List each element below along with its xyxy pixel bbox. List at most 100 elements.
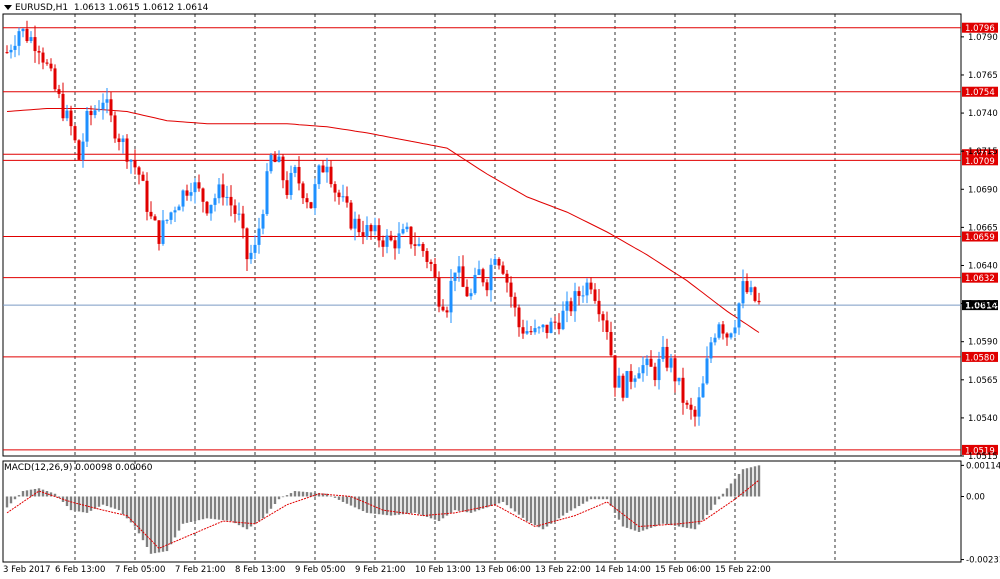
candle-body xyxy=(53,68,57,90)
candle-body xyxy=(277,156,281,163)
macd-bar xyxy=(201,496,205,520)
macd-bar xyxy=(545,496,549,527)
macd-panel-border xyxy=(2,460,962,563)
candle-body xyxy=(217,184,221,199)
macd-bar xyxy=(329,495,333,497)
macd-bar xyxy=(445,496,449,516)
candle-body xyxy=(473,274,477,294)
macd-bar xyxy=(585,496,589,502)
macd-bar xyxy=(645,496,649,530)
level-tag xyxy=(962,149,998,160)
macd-bar xyxy=(213,496,217,520)
candle-body xyxy=(333,184,337,193)
macd-bar xyxy=(357,496,361,510)
macd-bar xyxy=(669,496,673,526)
macd-bar xyxy=(341,496,345,502)
time-label: 3 Feb 2017 xyxy=(3,565,51,575)
price-tick-label: 1.0540 xyxy=(968,414,998,424)
moving-average xyxy=(6,108,760,333)
macd-bar xyxy=(161,496,165,552)
macd-tick-label: 0.00 xyxy=(966,492,985,502)
candle-body xyxy=(153,216,157,221)
macd-bar xyxy=(737,473,741,497)
macd-bar xyxy=(25,490,29,497)
candle-body xyxy=(661,346,665,360)
candle-body xyxy=(193,182,197,193)
macd-bar xyxy=(405,496,409,514)
candle-body xyxy=(125,138,129,162)
candle-body xyxy=(649,358,653,367)
macd-bar xyxy=(757,465,761,497)
candle-body xyxy=(449,280,453,313)
time-label: 10 Feb 13:00 xyxy=(415,565,471,575)
time-axis: 3 Feb 2017 6 Feb 13:00 7 Feb 05:00 7 Feb 21… xyxy=(3,565,771,575)
candle-body xyxy=(425,251,429,262)
candle-body xyxy=(621,375,625,398)
macd-bar xyxy=(65,496,69,507)
price-tick-label: 1.0615 xyxy=(968,300,998,310)
macd-bar xyxy=(85,496,89,513)
macd-bar xyxy=(617,496,621,520)
candle-body xyxy=(565,301,569,311)
candle-body xyxy=(713,337,717,343)
level-tag xyxy=(962,22,998,33)
macd-bar xyxy=(553,496,557,522)
macd-bar xyxy=(89,496,93,511)
macd-bar xyxy=(425,496,429,517)
macd-bar xyxy=(685,496,689,528)
macd-bar xyxy=(185,496,189,523)
macd-bar xyxy=(613,496,617,513)
candle-body xyxy=(365,224,369,237)
macd-bar xyxy=(625,496,629,528)
macd-bar xyxy=(281,496,285,498)
candle-body xyxy=(753,287,757,301)
candle-body xyxy=(641,365,645,374)
horizontal-levels: 1.07961.07541.07131.07091.06591.06321.05… xyxy=(3,22,998,456)
macd-bar xyxy=(573,496,577,509)
candle-body xyxy=(73,126,77,141)
candle-body xyxy=(493,259,497,265)
collapse-triangle-icon[interactable] xyxy=(4,5,12,10)
macd-bar xyxy=(393,496,397,516)
macd-bar xyxy=(473,496,477,512)
macd-bar xyxy=(173,496,177,538)
macd-bar xyxy=(325,493,329,497)
candle-body xyxy=(577,291,581,296)
macd-bar xyxy=(517,496,521,515)
candle-body xyxy=(349,202,353,229)
candle-body xyxy=(385,235,389,247)
macd-bar xyxy=(149,496,153,554)
candle-body xyxy=(665,346,669,368)
time-label: 7 Feb 21:00 xyxy=(175,565,225,575)
price-tick-label: 1.0515 xyxy=(968,452,998,462)
candle-body xyxy=(465,286,469,297)
macd-bar xyxy=(245,496,249,530)
macd-bar xyxy=(153,496,157,554)
candle-body xyxy=(517,307,521,328)
candle-body xyxy=(637,373,641,379)
candle-body xyxy=(441,306,445,311)
candle-body xyxy=(553,321,557,323)
macd-bar xyxy=(389,496,393,516)
macd-bar xyxy=(141,496,145,541)
macd-bar xyxy=(309,492,313,497)
price-tick-label: 1.0690 xyxy=(968,185,998,195)
candle-body xyxy=(437,277,441,307)
candle-body xyxy=(57,89,61,94)
macd-bar xyxy=(697,496,701,525)
macd-bar xyxy=(361,496,365,512)
candle-body xyxy=(377,225,381,241)
candle-body xyxy=(45,62,49,64)
candle-body xyxy=(421,243,425,252)
candle-body xyxy=(337,192,341,198)
time-label: 13 Feb 22:00 xyxy=(535,565,591,575)
time-label: 9 Feb 05:00 xyxy=(295,565,345,575)
macd-bar xyxy=(193,496,197,522)
candle-body xyxy=(409,226,413,245)
candle-body xyxy=(521,327,525,334)
macd-bar xyxy=(589,496,593,500)
candle-body xyxy=(433,264,437,278)
